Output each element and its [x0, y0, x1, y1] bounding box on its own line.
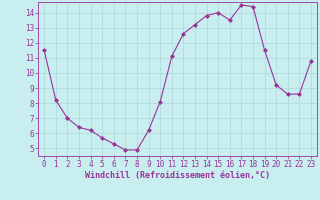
X-axis label: Windchill (Refroidissement éolien,°C): Windchill (Refroidissement éolien,°C)	[85, 171, 270, 180]
